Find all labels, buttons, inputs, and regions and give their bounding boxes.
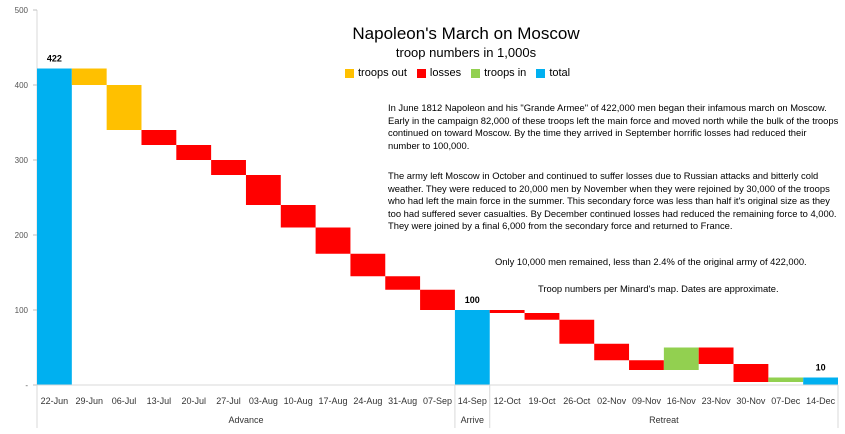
chart-subtitle: troop numbers in 1,000s <box>395 45 537 60</box>
note-paragraph-1: In June 1812 Napoleon and his "Grande Ar… <box>388 102 839 151</box>
legend-swatch-troops-in <box>471 68 481 78</box>
bar-losses-27-Jul <box>211 160 246 175</box>
bar-losses-31-Aug <box>385 276 421 290</box>
x-tick-label: 31-Aug <box>388 396 417 406</box>
bar-losses-12-Oct <box>489 310 525 313</box>
group-label-retreat: Retreat <box>649 415 679 425</box>
x-tick-label: 30-Nov <box>736 396 766 406</box>
x-tick-label: 12-Oct <box>494 396 522 406</box>
bar-losses-20-Jul <box>176 145 212 160</box>
x-tick-label: 17-Aug <box>319 396 348 406</box>
x-tick-label: 10-Aug <box>284 396 313 406</box>
data-label: 100 <box>465 295 480 305</box>
legend-swatch-losses <box>416 68 426 78</box>
x-tick-label: 14-Dec <box>806 396 836 406</box>
legend-item-troops-in: troops in <box>471 67 526 79</box>
bar-losses-07-Sep <box>420 289 455 310</box>
bar-losses-02-Nov <box>594 343 630 361</box>
x-tick-label: 22-Jun <box>41 396 69 406</box>
x-axis: 22-Jun 29-Jun 06-Jul 13-Jul 20-Jul 27-Jul 03-A… <box>36 384 839 428</box>
bar-total-14-Dec <box>803 377 838 385</box>
note-paragraph-3: Only 10,000 men remained, less than 2.4%… <box>495 256 807 267</box>
x-tick-label: 07-Dec <box>771 396 801 406</box>
x-tick-label: 07-Sep <box>423 396 452 406</box>
x-tick-label: 02-Nov <box>597 396 627 406</box>
bar-troops-out-06-Jul <box>106 85 142 130</box>
legend-label: troops out <box>358 67 407 79</box>
bar-losses-19-Oct <box>524 313 560 320</box>
y-tick-label: 300 <box>15 156 29 165</box>
x-tick-label: 06-Jul <box>112 396 137 406</box>
y-axis: - 100 200 300 400 500 <box>15 6 38 390</box>
note-paragraph-2: The army left Moscow in October and cont… <box>388 170 837 232</box>
x-tick-label: 19-Oct <box>528 396 556 406</box>
x-tick-label: 03-Aug <box>249 396 278 406</box>
bar-losses-13-Jul <box>141 130 177 145</box>
data-labels: 422 100 10 <box>47 54 826 373</box>
x-tick-label: 26-Oct <box>563 396 591 406</box>
bar-troops-out-29-Jun <box>71 68 107 85</box>
bar-losses-26-Oct <box>559 319 595 344</box>
x-tick-label: 29-Jun <box>75 396 103 406</box>
x-tick-label: 14-Sep <box>458 396 487 406</box>
bar-losses-10-Aug <box>280 205 316 228</box>
legend-swatch-troops-out <box>345 68 354 78</box>
x-tick-label: 13-Jul <box>147 396 172 406</box>
bars <box>37 68 838 385</box>
bar-losses-03-Aug <box>245 175 281 205</box>
bar-total-22-Jun <box>37 68 72 385</box>
bar-troops-in-16-Nov <box>663 347 699 370</box>
group-label-advance: Advance <box>228 415 263 425</box>
bar-losses-17-Aug <box>315 227 351 254</box>
chart-title: Napoleon's March on Moscow <box>352 24 580 43</box>
legend-label: losses <box>429 67 462 79</box>
y-tick-label: 100 <box>15 306 29 315</box>
group-label-arrive: Arrive <box>461 415 485 425</box>
bar-total-14-Sep <box>454 310 490 385</box>
x-tick-label: 09-Nov <box>632 396 662 406</box>
bar-losses-30-Nov <box>733 364 769 382</box>
legend-item-losses: losses <box>416 67 462 79</box>
legend-swatch-total <box>536 68 546 78</box>
bar-losses-23-Nov <box>698 347 734 364</box>
y-tick-label: - <box>25 381 28 390</box>
legend-item-total: total <box>536 67 570 79</box>
legend-label: total <box>549 67 571 79</box>
bar-troops-in-07-Dec <box>768 377 804 382</box>
y-tick-label: 200 <box>15 231 29 240</box>
data-label: 422 <box>47 54 62 64</box>
x-tick-label: 27-Jul <box>216 396 241 406</box>
x-tick-label: 16-Nov <box>667 396 697 406</box>
data-label: 10 <box>816 363 826 373</box>
x-tick-label: 24-Aug <box>353 396 382 406</box>
y-tick-label: 400 <box>15 81 29 90</box>
x-tick-label: 20-Jul <box>181 396 206 406</box>
note-paragraph-4: Troop numbers per Minard's map. Dates ar… <box>538 283 779 294</box>
legend-label: troops in <box>484 67 527 79</box>
bar-losses-09-Nov <box>629 360 664 370</box>
bar-losses-24-Aug <box>350 253 386 277</box>
legend: troops out losses troops in total <box>345 67 570 79</box>
x-tick-label: 23-Nov <box>702 396 732 406</box>
legend-item-troops-out: troops out <box>345 67 407 79</box>
y-tick-label: 500 <box>15 6 29 15</box>
